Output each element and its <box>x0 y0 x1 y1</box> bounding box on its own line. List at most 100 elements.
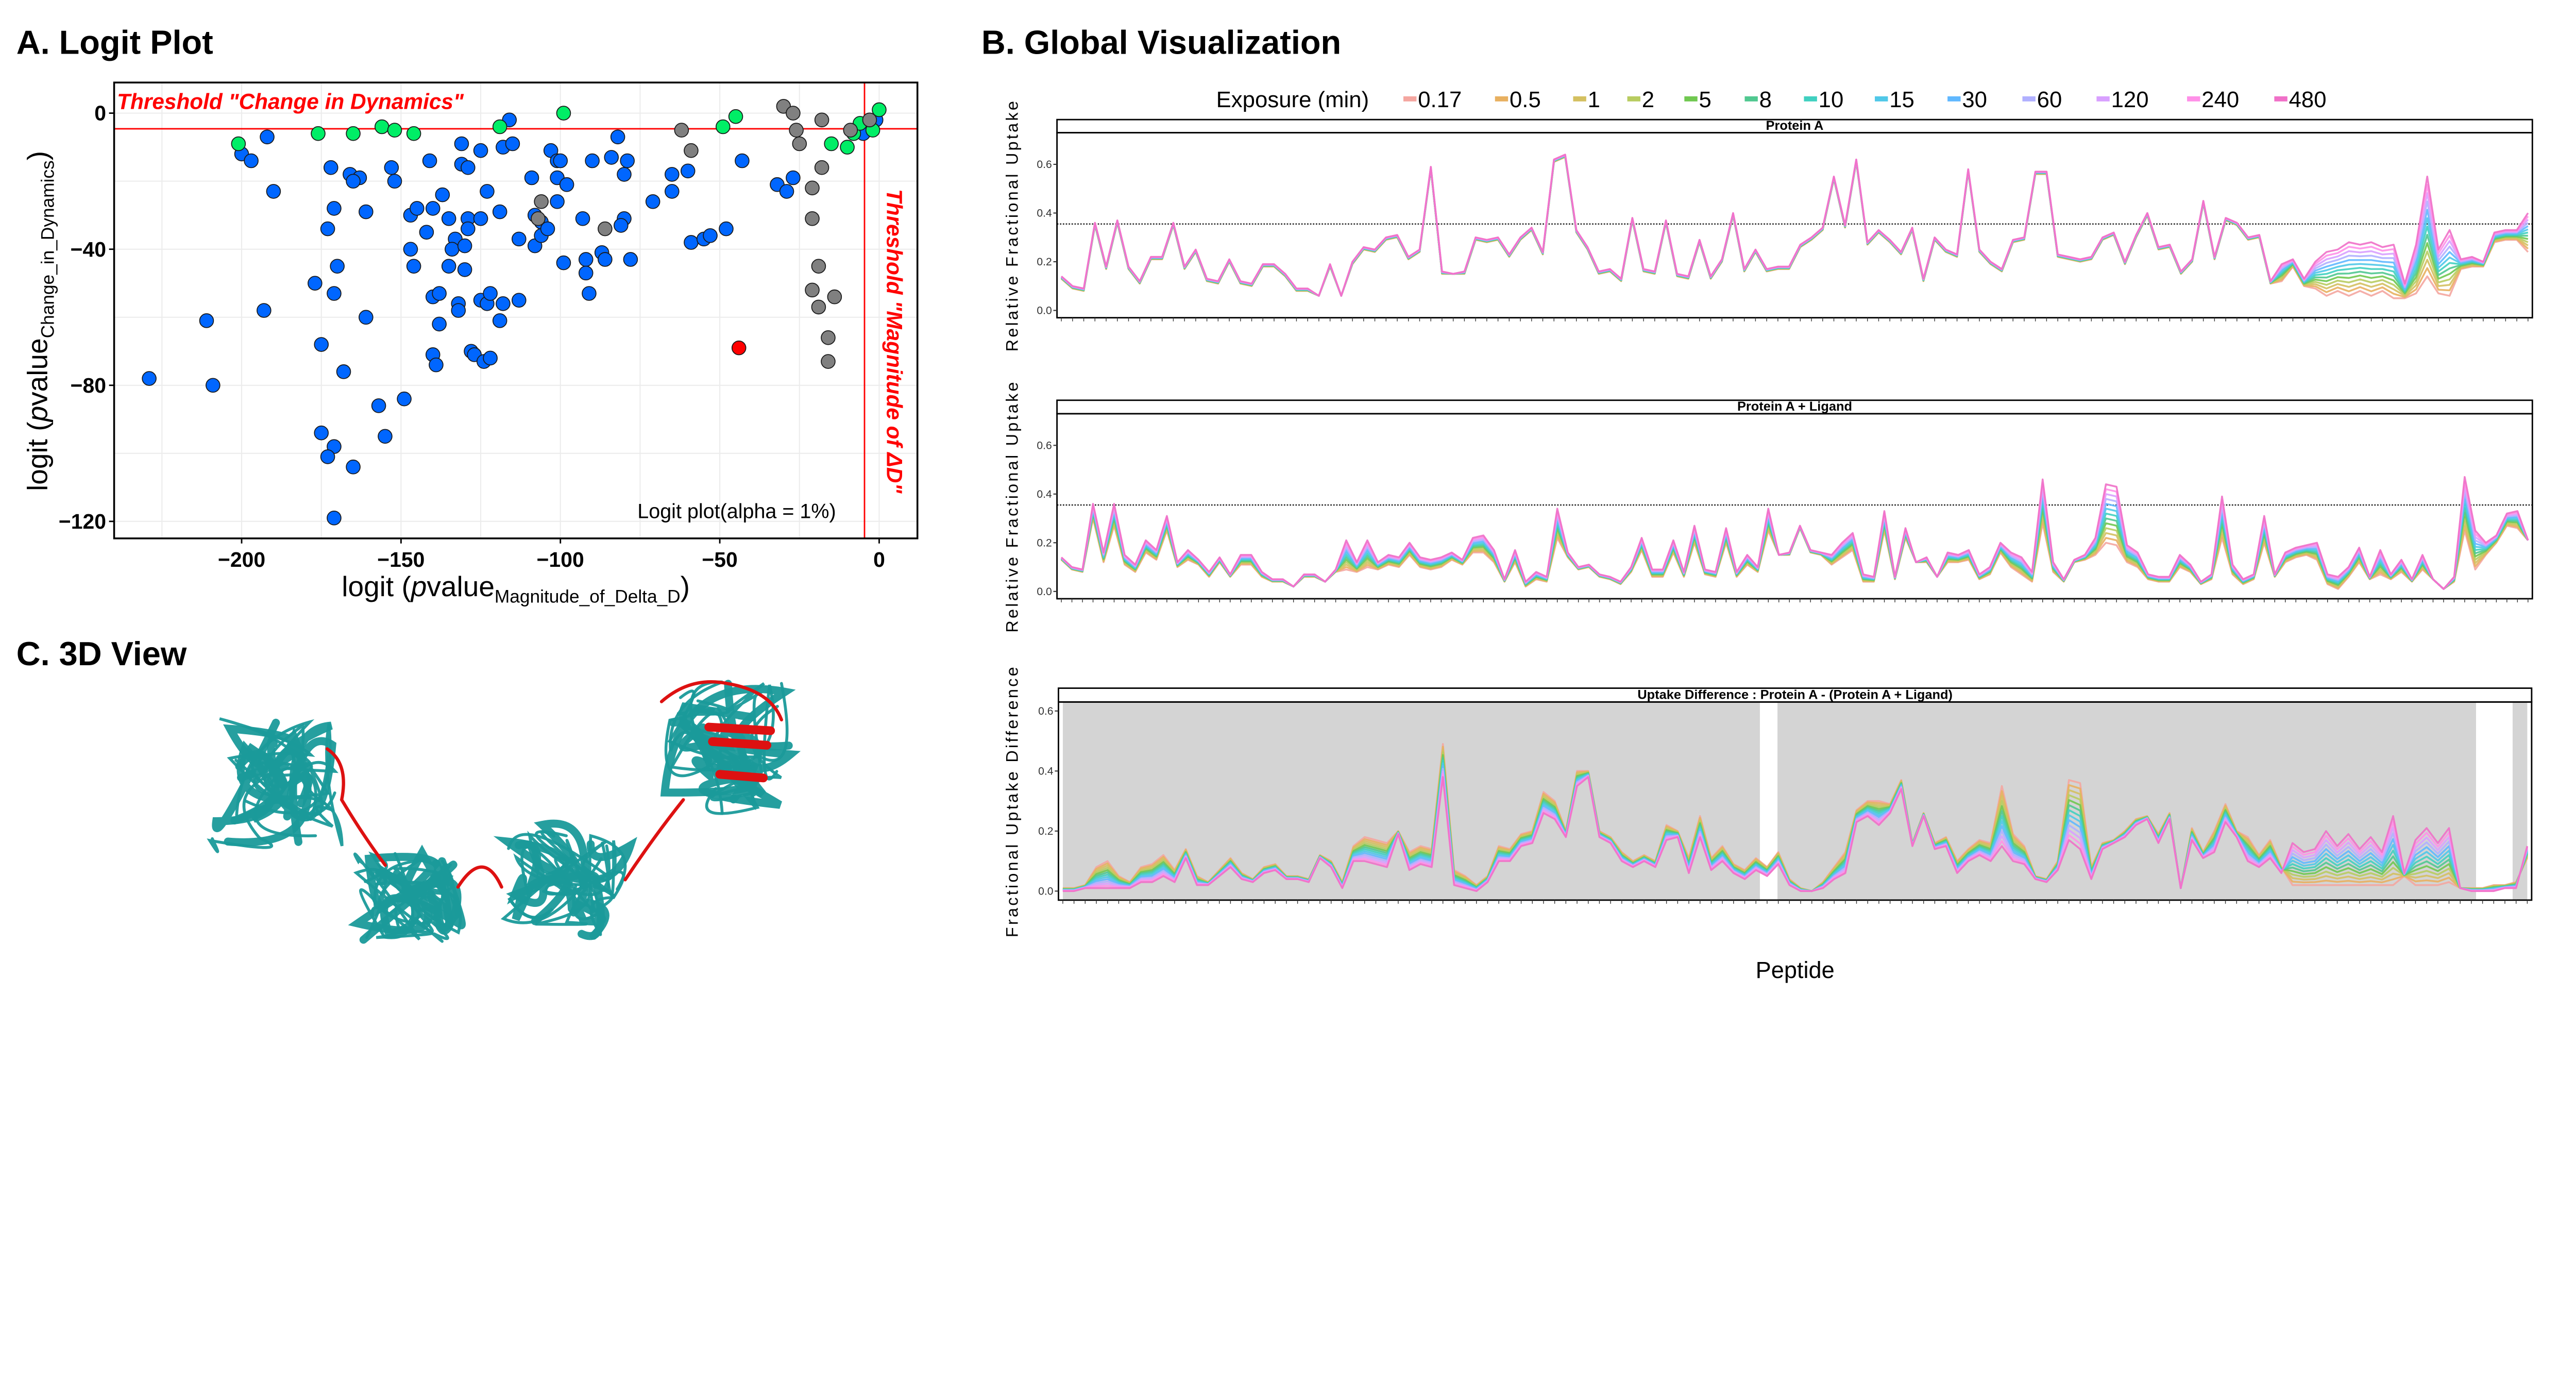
data-point <box>623 252 638 267</box>
data-point <box>731 340 747 356</box>
y-axis-title-part: logit ( <box>22 421 54 491</box>
panel-strip-label: Protein A <box>1766 119 1824 133</box>
highlighted-region <box>325 747 387 867</box>
data-point <box>786 170 801 185</box>
data-point <box>680 163 696 179</box>
data-point <box>374 119 389 134</box>
protein-chain-segment <box>507 840 569 921</box>
data-point <box>786 106 801 121</box>
data-point <box>512 231 527 247</box>
y-tick-label: 0.4 <box>1038 765 1054 777</box>
x-tick-label: −200 <box>218 548 265 571</box>
data-point <box>330 259 345 274</box>
protein-chain-segment <box>705 704 782 815</box>
x-axis-title-part: value <box>427 570 495 602</box>
data-point <box>199 313 214 328</box>
data-point <box>719 221 734 237</box>
y-tick-label: 0.4 <box>1037 488 1052 500</box>
y-axis-title: Fractional Uptake Difference <box>1003 665 1021 937</box>
protein-chain-segment <box>373 859 442 925</box>
data-point <box>814 112 829 128</box>
data-point <box>805 211 820 226</box>
data-point <box>336 364 351 379</box>
y-tick-label: −40 <box>71 238 106 261</box>
logit-plot: −200 −150 −100 −50 0 0 −40 −80 −120 <box>59 81 919 571</box>
data-point <box>451 303 466 318</box>
x-axis-title: logit (pvalueMagnitude_of_Delta_D) <box>342 570 690 607</box>
data-point <box>378 429 393 444</box>
data-point <box>789 123 804 138</box>
data-point <box>429 357 444 373</box>
data-point <box>779 184 794 199</box>
legend-key-0.5 <box>1495 96 1509 102</box>
data-point <box>257 303 272 318</box>
protein-chain-segment <box>513 841 611 897</box>
data-point <box>359 310 374 325</box>
legend-title: Exposure (min) <box>1216 87 1369 112</box>
data-point <box>457 262 472 277</box>
legend-label-1: 1 <box>1588 87 1600 112</box>
data-point <box>425 201 440 216</box>
plot-border <box>1056 132 2533 319</box>
data-point <box>311 126 326 141</box>
plot-border <box>1056 413 2533 600</box>
plot-background <box>1057 132 2533 318</box>
data-point <box>827 289 842 305</box>
legend-key-8 <box>1744 96 1758 102</box>
data-point <box>244 153 259 168</box>
uptake-panel-3: Uptake Difference : Protein A - (Protein… <box>1003 665 2533 983</box>
panel-strip-label: Protein A + Ligand <box>1737 399 1852 414</box>
plot-background <box>1057 413 2533 599</box>
panel-c-title: C. 3D View <box>16 635 187 672</box>
data-point <box>684 235 699 250</box>
y-tick-label: 0.2 <box>1037 256 1052 268</box>
data-point <box>483 286 498 301</box>
data-point <box>406 259 421 274</box>
legend-key-60 <box>2022 96 2036 102</box>
protein-chain-segment <box>534 819 609 940</box>
data-point <box>556 106 571 121</box>
legend-label-0.17: 0.17 <box>1418 87 1462 112</box>
y-tick-label: 0.0 <box>1037 586 1052 598</box>
data-point <box>735 153 750 168</box>
data-point <box>496 296 511 311</box>
data-point <box>314 337 329 352</box>
x-axis-title-subscript: Magnitude_of_Delta_D <box>495 587 681 607</box>
series-line-480 <box>1062 776 2529 892</box>
y-axis-title-part: ) <box>22 151 54 160</box>
highlighted-region <box>456 865 503 889</box>
legend-label-30: 30 <box>1962 87 1987 112</box>
y-tick-label: 0.6 <box>1037 159 1052 171</box>
protein-chain-segment <box>667 689 748 766</box>
data-point <box>821 330 836 345</box>
plot-background <box>114 82 918 538</box>
data-point <box>578 265 594 281</box>
highlighted-region <box>623 798 685 882</box>
legend-label-0.5: 0.5 <box>1510 87 1541 112</box>
data-point <box>811 259 826 274</box>
data-point <box>142 371 157 386</box>
series-line-480 <box>1060 154 2529 297</box>
data-point <box>410 201 425 216</box>
y-tick-label: 0.6 <box>1038 705 1053 717</box>
x-tick-label: −50 <box>702 548 737 571</box>
protein-chain-segment <box>669 718 782 809</box>
data-point <box>461 160 476 175</box>
data-point <box>840 140 855 155</box>
legend-key-1 <box>1573 96 1586 102</box>
data-point <box>814 160 829 175</box>
panel-strip <box>1056 399 2533 415</box>
data-point <box>387 123 402 138</box>
x-axis-title-part: logit ( <box>342 570 411 602</box>
y-tick-label: −80 <box>71 374 106 397</box>
protein-3d-structure-render <box>207 680 801 944</box>
data-point <box>585 153 600 168</box>
panel-strip <box>1058 687 2533 703</box>
legend-label-15: 15 <box>1889 87 1914 112</box>
data-point <box>531 211 546 226</box>
data-point <box>308 276 323 291</box>
significance-shading <box>2512 702 2528 900</box>
data-point <box>323 160 338 175</box>
protein-chain-segment <box>364 853 442 910</box>
legend-label-8: 8 <box>1759 87 1772 112</box>
